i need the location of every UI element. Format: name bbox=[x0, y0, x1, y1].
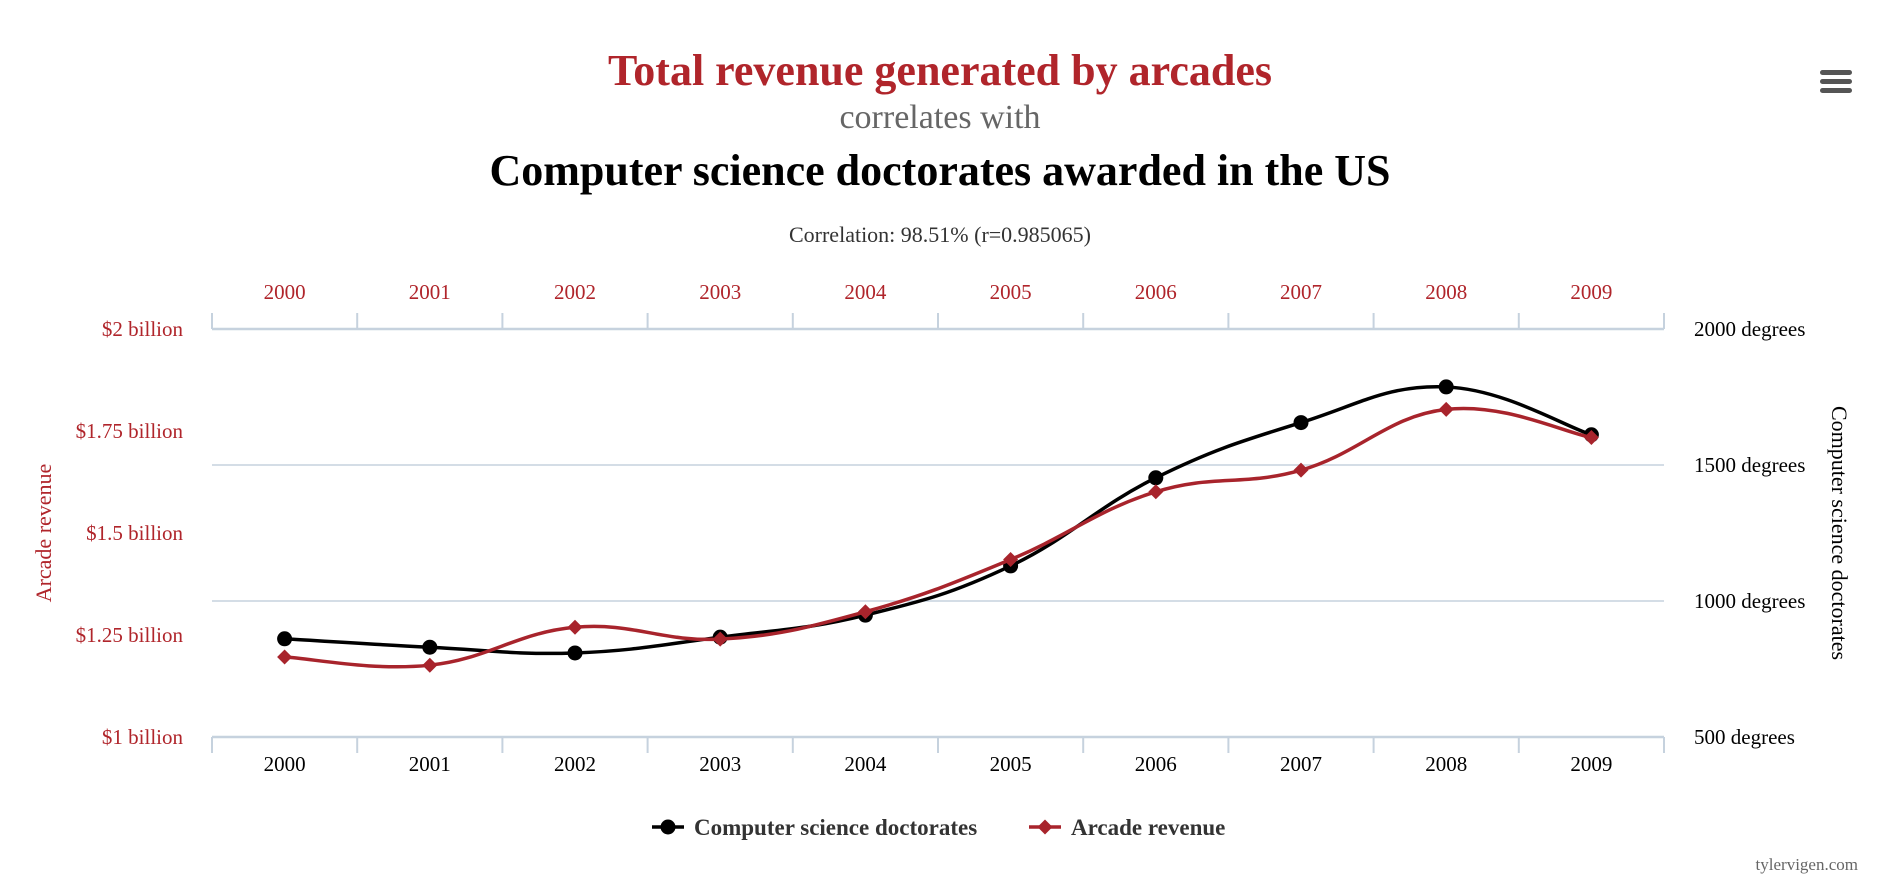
top-x-tick-label: 2008 bbox=[1425, 280, 1467, 304]
legend-item-computer-science-doctorates[interactable]: Computer science doctorates bbox=[652, 815, 977, 840]
right-y-tick-label: 500 degrees bbox=[1694, 725, 1795, 749]
data-point-arcade-revenue bbox=[422, 657, 438, 673]
axes: 2000 2000 2001 2001 2002 2002 2003 2003 2004 2004… bbox=[31, 280, 1852, 776]
right-y-tick-label: 2000 degrees bbox=[1694, 317, 1805, 341]
top-x-tick-label: 2004 bbox=[844, 280, 887, 304]
data-point-arcade-revenue bbox=[277, 649, 293, 665]
chart-secondary-title: Computer science doctorates awarded in t… bbox=[489, 146, 1390, 195]
bottom-x-tick-label: 2004 bbox=[844, 752, 887, 776]
data-point-computer-science-doctorates bbox=[1293, 415, 1309, 431]
top-x-tick-label: 2003 bbox=[699, 280, 741, 304]
hamburger-menu-icon[interactable] bbox=[1816, 64, 1856, 100]
series-layer bbox=[277, 379, 1599, 673]
left-y-tick-label: $1.75 billion bbox=[76, 419, 184, 443]
data-point-arcade-revenue bbox=[1293, 462, 1309, 478]
bottom-x-tick-label: 2003 bbox=[699, 752, 741, 776]
chart-title: Total revenue generated by arcades bbox=[608, 46, 1272, 95]
right-y-tick-label: 1500 degrees bbox=[1694, 453, 1805, 477]
menu-bar bbox=[1820, 70, 1852, 75]
right-y-tick-label: 1000 degrees bbox=[1694, 589, 1805, 613]
legend-item-arcade-revenue[interactable]: Arcade revenue bbox=[1029, 815, 1225, 840]
data-point-arcade-revenue bbox=[1148, 484, 1164, 500]
series-line-arcade-revenue bbox=[284, 406, 1592, 669]
bottom-x-tick-label: 2005 bbox=[990, 752, 1032, 776]
data-point-computer-science-doctorates bbox=[277, 631, 293, 647]
right-y-axis-title: Computer science doctorates bbox=[1827, 406, 1852, 660]
data-point-computer-science-doctorates bbox=[422, 639, 438, 655]
bottom-x-tick-label: 2008 bbox=[1425, 752, 1467, 776]
legend-label: Computer science doctorates bbox=[694, 815, 977, 840]
top-x-tick-label: 2005 bbox=[990, 280, 1032, 304]
top-x-tick-label: 2000 bbox=[264, 280, 306, 304]
legend-label: Arcade revenue bbox=[1071, 815, 1225, 840]
chart-subtitle: correlates with bbox=[839, 99, 1040, 136]
data-point-computer-science-doctorates bbox=[1148, 470, 1164, 486]
bottom-x-tick-label: 2006 bbox=[1135, 752, 1177, 776]
bottom-x-tick-label: 2000 bbox=[264, 752, 306, 776]
series-line-computer-science-doctorates bbox=[284, 385, 1592, 656]
top-x-tick-label: 2009 bbox=[1570, 280, 1612, 304]
data-point-arcade-revenue bbox=[857, 604, 873, 620]
data-point-arcade-revenue bbox=[1583, 430, 1599, 446]
data-point-arcade-revenue bbox=[567, 619, 583, 635]
top-x-tick-label: 2002 bbox=[554, 280, 596, 304]
bottom-x-tick-label: 2009 bbox=[1570, 752, 1612, 776]
left-y-tick-label: $1 billion bbox=[102, 725, 184, 749]
bottom-x-tick-label: 2002 bbox=[554, 752, 596, 776]
bottom-x-tick-label: 2001 bbox=[409, 752, 451, 776]
correlation-text: Correlation: 98.51% (r=0.985065) bbox=[789, 222, 1091, 247]
bottom-x-tick-label: 2007 bbox=[1280, 752, 1322, 776]
legend: Computer science doctorates Arcade revenu… bbox=[652, 815, 1225, 840]
left-y-tick-label: $1.5 billion bbox=[86, 521, 183, 545]
data-point-computer-science-doctorates bbox=[567, 645, 583, 661]
menu-bar bbox=[1820, 88, 1852, 93]
left-y-axis-title: Arcade revenue bbox=[31, 464, 56, 603]
data-point-computer-science-doctorates bbox=[1438, 379, 1454, 395]
data-point-arcade-revenue bbox=[712, 631, 728, 647]
top-x-tick-label: 2007 bbox=[1280, 280, 1322, 304]
left-y-tick-label: $1.25 billion bbox=[76, 623, 184, 647]
legend-marker bbox=[1037, 819, 1053, 835]
watermark-text: tylervigen.com bbox=[1756, 855, 1858, 874]
left-y-tick-label: $2 billion bbox=[102, 317, 184, 341]
data-point-arcade-revenue bbox=[1003, 552, 1019, 568]
top-x-tick-label: 2001 bbox=[409, 280, 451, 304]
menu-bar bbox=[1820, 79, 1852, 84]
legend-marker bbox=[660, 819, 676, 835]
data-point-arcade-revenue bbox=[1438, 401, 1454, 417]
top-x-tick-label: 2006 bbox=[1135, 280, 1177, 304]
